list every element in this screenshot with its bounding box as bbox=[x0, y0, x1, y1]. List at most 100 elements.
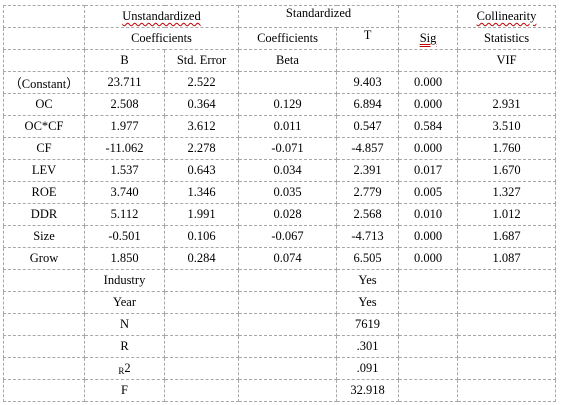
std-error-value: 0.364 bbox=[163, 93, 240, 116]
summary-row-f: F 32.918 bbox=[3, 379, 557, 402]
beta-value: 0.129 bbox=[238, 93, 338, 116]
empty-cell bbox=[3, 291, 85, 314]
empty-cell bbox=[238, 291, 338, 314]
empty-cell bbox=[457, 291, 557, 314]
beta-header: Beta bbox=[238, 49, 338, 72]
b-value: 1.537 bbox=[84, 159, 165, 182]
empty-cell bbox=[3, 379, 85, 402]
std-error-value: 0.643 bbox=[163, 159, 240, 182]
variable-name: Grow bbox=[3, 247, 85, 270]
variable-name: CF bbox=[3, 137, 85, 160]
beta-value: 0.035 bbox=[238, 181, 338, 204]
empty-cell bbox=[3, 313, 85, 336]
b-value: 5.112 bbox=[84, 203, 165, 226]
std-error-header: Std. Error bbox=[163, 49, 240, 72]
sig-value: 0.000 bbox=[398, 93, 459, 116]
empty-cell bbox=[163, 313, 240, 336]
table-row: （Constant） 23.711 2.522 9.403 0.000 bbox=[3, 71, 557, 94]
variable-name: DDR bbox=[3, 203, 85, 226]
empty-cell bbox=[163, 269, 240, 292]
empty-cell bbox=[457, 269, 557, 292]
std-error-value: 1.991 bbox=[163, 203, 240, 226]
summary-value: 7619 bbox=[336, 313, 400, 336]
header-row-3: B Std. Error Beta VIF bbox=[3, 49, 557, 72]
empty-cell bbox=[457, 313, 557, 336]
b-value: 1.977 bbox=[84, 115, 165, 138]
vif-value: 1.760 bbox=[457, 137, 557, 160]
header-blank-sig bbox=[398, 5, 459, 28]
empty-cell bbox=[238, 313, 338, 336]
header-row-2: Coefficients Coefficients T Sig Statisti… bbox=[3, 27, 557, 50]
summary-value: Yes bbox=[336, 291, 400, 314]
b-value: 3.740 bbox=[84, 181, 165, 204]
vif-value: 2.931 bbox=[457, 93, 557, 116]
table-row: OC 2.508 0.364 0.129 6.894 0.000 2.931 bbox=[3, 93, 557, 116]
t-value: 2.391 bbox=[336, 159, 400, 182]
r2-exponent: 2 bbox=[124, 361, 131, 375]
table-row: OC*CF 1.977 3.612 0.011 0.547 0.584 3.51… bbox=[3, 115, 557, 138]
summary-value: 32.918 bbox=[336, 379, 400, 402]
empty-cell bbox=[163, 291, 240, 314]
summary-row-r2: R2 .091 bbox=[3, 357, 557, 380]
empty-cell bbox=[3, 357, 85, 380]
t-value: -4.713 bbox=[336, 225, 400, 248]
empty-cell bbox=[398, 335, 459, 358]
std-error-value: 2.278 bbox=[163, 137, 240, 160]
table-row: DDR 5.112 1.991 0.028 2.568 0.010 1.012 bbox=[3, 203, 557, 226]
summary-row-n: N 7619 bbox=[3, 313, 557, 336]
header-blank-t bbox=[336, 49, 400, 72]
sig-value: 0.584 bbox=[398, 115, 459, 138]
std-error-value: 0.106 bbox=[163, 225, 240, 248]
summary-label: R bbox=[84, 335, 165, 358]
empty-cell bbox=[398, 269, 459, 292]
t-value: -4.857 bbox=[336, 137, 400, 160]
empty-cell bbox=[398, 313, 459, 336]
empty-cell bbox=[163, 335, 240, 358]
t-value: 0.547 bbox=[336, 115, 400, 138]
table-row: CF -11.062 2.278 -0.071 -4.857 0.000 1.7… bbox=[3, 137, 557, 160]
summary-label: F bbox=[84, 379, 165, 402]
empty-cell bbox=[457, 335, 557, 358]
sig-value: 0.010 bbox=[398, 203, 459, 226]
sig-value: 0.000 bbox=[398, 247, 459, 270]
table-row: LEV 1.537 0.643 0.034 2.391 0.017 1.670 bbox=[3, 159, 557, 182]
beta-value: 0.074 bbox=[238, 247, 338, 270]
r2-prefix: R bbox=[118, 366, 125, 376]
empty-cell bbox=[398, 379, 459, 402]
summary-label: R2 bbox=[84, 357, 165, 380]
empty-cell bbox=[3, 269, 85, 292]
summary-row-r: R .301 bbox=[3, 335, 557, 358]
header-empty-cell bbox=[3, 49, 85, 72]
beta-value: 0.034 bbox=[238, 159, 338, 182]
b-value: -11.062 bbox=[84, 137, 165, 160]
sig-value: 0.017 bbox=[398, 159, 459, 182]
table-row: Size -0.501 0.106 -0.067 -4.713 0.000 1.… bbox=[3, 225, 557, 248]
coefficients-subheader: Coefficients bbox=[83, 27, 240, 50]
t-value: 2.568 bbox=[336, 203, 400, 226]
vif-value: 3.510 bbox=[457, 115, 557, 138]
vif-value bbox=[457, 71, 557, 94]
t-header: T bbox=[336, 27, 400, 50]
summary-label: N bbox=[84, 313, 165, 336]
b-value: 2.508 bbox=[84, 93, 165, 116]
summary-row-year: Year Yes bbox=[3, 291, 557, 314]
beta-value: -0.071 bbox=[238, 137, 338, 160]
t-value: 2.779 bbox=[336, 181, 400, 204]
std-error-value: 1.346 bbox=[163, 181, 240, 204]
summary-value: .301 bbox=[336, 335, 400, 358]
summary-value: .091 bbox=[336, 357, 400, 380]
header-row-1: Unstandardized Standardized Collinearity bbox=[3, 5, 557, 28]
collinearity-header: Collinearity bbox=[457, 5, 557, 28]
beta-value: 0.028 bbox=[238, 203, 338, 226]
empty-cell bbox=[238, 335, 338, 358]
t-value: 9.403 bbox=[336, 71, 400, 94]
empty-cell bbox=[238, 357, 338, 380]
variable-name: Size bbox=[3, 225, 85, 248]
standardized-header: Standardized bbox=[238, 5, 400, 28]
empty-cell bbox=[457, 357, 557, 380]
variable-name: OC*CF bbox=[3, 115, 85, 138]
sig-header: Sig bbox=[398, 27, 459, 50]
summary-label: Year bbox=[84, 291, 165, 314]
b-value: 1.850 bbox=[84, 247, 165, 270]
header-empty-cell bbox=[3, 27, 85, 50]
